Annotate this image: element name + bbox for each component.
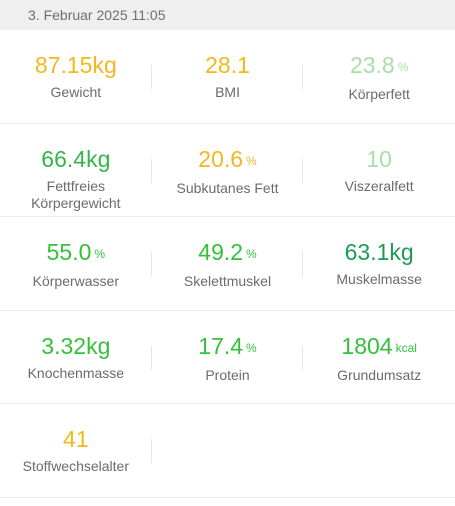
measurement-date-header: 3. Februar 2025 11:05 bbox=[0, 0, 455, 30]
metrics-row: 87.15kg Gewicht 28.1 BMI 23.8% Körperfet… bbox=[0, 30, 455, 124]
metric-value: 66.4kg bbox=[41, 145, 111, 172]
metrics-row: 3.32kg Knochenmasse 17.4% Protein 1804 kc… bbox=[0, 311, 455, 404]
metric-value: 63.1kg bbox=[344, 239, 414, 265]
metric-value: 41 bbox=[63, 426, 89, 452]
metric-value: 10 bbox=[366, 145, 392, 172]
metric-value: 23.8% bbox=[349, 52, 409, 78]
metrics-row: 41 Stoffwechselalter bbox=[0, 404, 455, 498]
metrics-row: 66.4kg Fettfreies Körpergewicht 20.6% Su… bbox=[0, 124, 455, 217]
metric-lean-body-mass[interactable]: 66.4kg Fettfreies Körpergewicht bbox=[0, 124, 152, 217]
metric-value: 87.15kg bbox=[34, 52, 117, 78]
metric-bmi[interactable]: 28.1 BMI bbox=[152, 30, 304, 123]
metric-value: 49.2% bbox=[198, 239, 257, 265]
metric-label: BMI bbox=[215, 84, 240, 100]
empty-cell bbox=[303, 404, 455, 497]
metric-label: Körperfett bbox=[348, 86, 410, 102]
metric-label: Knochenmasse bbox=[27, 364, 125, 381]
metric-subcutaneous-fat[interactable]: 20.6% Subkutanes Fett bbox=[152, 124, 304, 217]
metric-label: Körperwasser bbox=[32, 273, 120, 289]
metric-skeletal-muscle[interactable]: 49.2% Skelettmuskel bbox=[152, 217, 304, 310]
metric-label: Fettfreies Körpergewicht bbox=[31, 177, 121, 211]
metric-label: Grundumsatz bbox=[337, 366, 422, 383]
metric-visceral-fat[interactable]: 10 Viszeralfett bbox=[303, 124, 455, 217]
metric-label: Protein bbox=[205, 366, 250, 383]
metric-protein[interactable]: 17.4% Protein bbox=[152, 311, 304, 404]
metric-value: 1804 kcal bbox=[341, 332, 417, 359]
metric-body-water[interactable]: 55.0% Körperwasser bbox=[0, 217, 152, 310]
metric-basal-metabolic-rate[interactable]: 1804 kcal Grundumsatz bbox=[303, 311, 455, 404]
metric-metabolic-age[interactable]: 41 Stoffwechselalter bbox=[0, 404, 152, 497]
metric-label: Stoffwechselalter bbox=[22, 458, 130, 474]
metric-bone-mass[interactable]: 3.32kg Knochenmasse bbox=[0, 311, 152, 404]
metric-muscle-mass[interactable]: 63.1kg Muskelmasse bbox=[303, 217, 455, 310]
metric-label: Skelettmuskel bbox=[183, 273, 272, 289]
metric-label: Viszeralfett bbox=[344, 177, 414, 194]
metrics-grid: 87.15kg Gewicht 28.1 BMI 23.8% Körperfet… bbox=[0, 30, 455, 498]
metric-value: 28.1 bbox=[205, 52, 250, 78]
metric-label: Gewicht bbox=[50, 84, 102, 100]
metric-body-fat[interactable]: 23.8% Körperfett bbox=[303, 30, 455, 123]
metric-label: Subkutanes Fett bbox=[176, 179, 279, 196]
metrics-row: 55.0% Körperwasser 49.2% Skelettmuskel 6… bbox=[0, 217, 455, 311]
metric-label: Muskelmasse bbox=[336, 271, 422, 287]
empty-cell bbox=[152, 404, 304, 497]
metric-weight[interactable]: 87.15kg Gewicht bbox=[0, 30, 152, 123]
metric-value: 55.0% bbox=[46, 239, 106, 265]
metric-value: 17.4% bbox=[198, 332, 257, 359]
measurement-date: 3. Februar 2025 11:05 bbox=[28, 7, 166, 23]
metric-value: 3.32kg bbox=[41, 332, 111, 359]
metric-value: 20.6% bbox=[198, 145, 257, 172]
